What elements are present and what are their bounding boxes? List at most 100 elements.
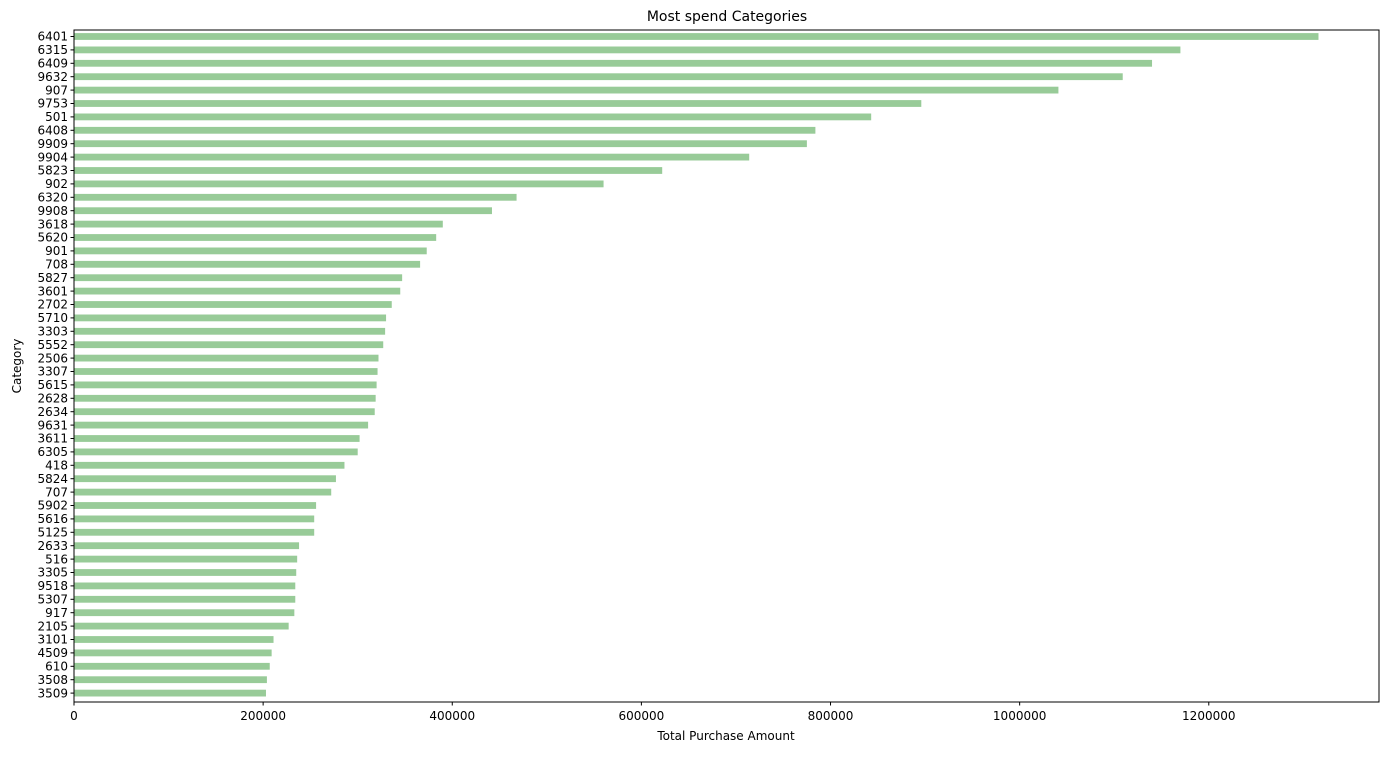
bar-5827: [74, 274, 403, 282]
y-tick-label: 2634: [37, 405, 68, 419]
bar-418: [74, 461, 345, 469]
bar-9904: [74, 153, 750, 161]
bar-3601: [74, 287, 401, 295]
bar-3307: [74, 368, 378, 375]
y-tick-label: 3509: [37, 686, 68, 700]
y-tick-label: 707: [45, 485, 68, 499]
bar-907: [74, 86, 1059, 94]
x-tick-label: 0: [70, 709, 78, 723]
y-tick-label: 3307: [37, 365, 68, 379]
x-tick-label: 600000: [618, 709, 664, 723]
bar-5823: [74, 167, 663, 174]
y-tick-label: 9909: [37, 137, 68, 151]
y-tick-label: 3508: [37, 673, 68, 687]
bar-5615: [74, 381, 377, 389]
bar-902: [74, 180, 604, 188]
y-tick-label: 5824: [37, 472, 68, 486]
bars-layer: [74, 33, 1319, 697]
y-tick-label: 3303: [37, 325, 68, 339]
bar-6315: [74, 46, 1181, 54]
y-tick-label: 6409: [37, 57, 68, 71]
bar-917: [74, 609, 295, 617]
y-tick-label: 3611: [37, 432, 68, 446]
bar-9518: [74, 582, 296, 590]
y-tick-label: 9518: [37, 579, 68, 593]
y-tick-label: 6408: [37, 124, 68, 138]
y-tick-label: 6315: [37, 43, 68, 57]
bar-2634: [74, 408, 375, 416]
bar-5710: [74, 314, 387, 322]
bar-3508: [74, 676, 267, 684]
chart-title: Most spend Categories: [647, 9, 807, 25]
y-tick-label: 5125: [37, 526, 68, 540]
bar-2105: [74, 622, 289, 630]
y-tick-label: 418: [45, 459, 68, 473]
y-tick-label: 917: [45, 606, 68, 620]
y-tick-label: 5615: [37, 378, 68, 392]
bar-501: [74, 113, 872, 121]
y-tick-label: 9631: [37, 418, 68, 432]
y-tick-label: 907: [45, 83, 68, 97]
y-tick-label: 5620: [37, 231, 68, 245]
y-tick-label: 6305: [37, 445, 68, 459]
bar-6409: [74, 59, 1153, 67]
x-tick-label: 1200000: [1182, 709, 1235, 723]
y-tick-label: 6401: [37, 30, 68, 44]
y-tick-label: 5827: [37, 271, 68, 285]
y-tick-label: 2105: [37, 619, 68, 633]
y-tick-label: 3305: [37, 566, 68, 580]
x-tick-label: 400000: [429, 709, 475, 723]
y-tick-label: 5823: [37, 164, 68, 178]
x-tick-label: 1000000: [993, 709, 1046, 723]
y-tick-label: 5902: [37, 499, 68, 513]
bar-2702: [74, 301, 392, 308]
y-axis-ticks: 6401631564099632907975350164089909990458…: [37, 30, 74, 700]
y-tick-label: 5710: [37, 311, 68, 325]
bar-3303: [74, 327, 386, 335]
bar-708: [74, 260, 421, 268]
y-tick-label: 501: [45, 110, 68, 124]
bar-5125: [74, 528, 315, 536]
bar-5552: [74, 341, 384, 349]
bar-2628: [74, 394, 376, 402]
y-tick-label: 902: [45, 177, 68, 191]
x-axis-ticks: 0 200000 400000 600000 800000 1000000 1200000: [70, 702, 1236, 723]
y-tick-label: 9908: [37, 204, 68, 218]
bar-610: [74, 662, 270, 670]
bar-2633: [74, 542, 300, 550]
y-tick-label: 708: [45, 258, 68, 272]
bar-707: [74, 488, 332, 496]
x-tick-label: 800000: [808, 709, 854, 723]
bar-5902: [74, 502, 317, 509]
bar-9753: [74, 100, 922, 107]
y-tick-label: 610: [45, 660, 68, 674]
bar-3305: [74, 569, 297, 576]
x-axis-title: Total Purchase Amount: [656, 729, 795, 743]
y-tick-label: 2506: [37, 351, 68, 365]
y-tick-label: 516: [45, 552, 68, 566]
y-tick-label: 2633: [37, 539, 68, 553]
y-axis-title: Category: [10, 339, 24, 394]
y-tick-label: 5552: [37, 338, 68, 352]
plot-frame: [73, 29, 1380, 703]
y-tick-label: 9632: [37, 70, 68, 84]
bar-6401: [74, 33, 1319, 40]
bar-3509: [74, 689, 266, 697]
bar-3611: [74, 435, 360, 442]
bar-9908: [74, 207, 492, 215]
y-tick-label: 901: [45, 244, 68, 258]
y-tick-label: 3618: [37, 217, 68, 231]
bar-6320: [74, 193, 517, 201]
y-tick-label: 5616: [37, 512, 68, 526]
bar-9632: [74, 73, 1123, 81]
bar-5616: [74, 515, 315, 523]
y-tick-label: 3601: [37, 284, 68, 298]
bar-5824: [74, 475, 336, 483]
bar-4509: [74, 649, 272, 657]
y-tick-label: 3101: [37, 633, 68, 647]
bar-901: [74, 247, 427, 255]
bar-516: [74, 555, 298, 563]
bar-2506: [74, 354, 379, 362]
